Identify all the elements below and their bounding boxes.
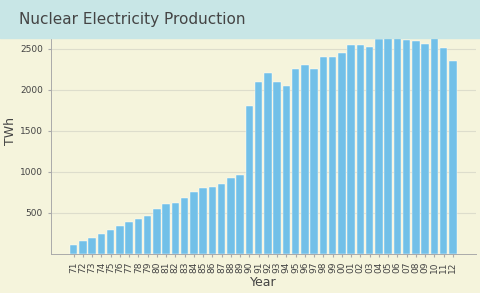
- Bar: [366, 47, 373, 254]
- Bar: [301, 65, 309, 254]
- Bar: [329, 57, 336, 254]
- Bar: [283, 86, 290, 254]
- Bar: [88, 238, 96, 254]
- Bar: [181, 198, 188, 254]
- Bar: [431, 38, 438, 254]
- Bar: [348, 45, 355, 254]
- Bar: [218, 184, 225, 254]
- Bar: [384, 38, 392, 254]
- Bar: [375, 39, 383, 254]
- Text: Nuclear Electricity Production: Nuclear Electricity Production: [19, 11, 246, 27]
- Bar: [190, 192, 198, 254]
- Bar: [153, 209, 160, 254]
- Bar: [449, 61, 456, 254]
- Bar: [209, 187, 216, 254]
- Bar: [70, 245, 77, 254]
- Bar: [79, 241, 86, 254]
- Bar: [162, 204, 170, 254]
- Bar: [421, 44, 429, 254]
- Bar: [357, 45, 364, 254]
- Bar: [311, 69, 318, 254]
- Bar: [144, 216, 151, 254]
- Y-axis label: TWh: TWh: [4, 117, 17, 145]
- Bar: [227, 178, 235, 254]
- Bar: [440, 48, 447, 254]
- Bar: [394, 35, 401, 254]
- Bar: [236, 175, 244, 254]
- Bar: [264, 73, 272, 254]
- Bar: [97, 234, 105, 254]
- Bar: [338, 53, 346, 254]
- Bar: [116, 226, 123, 254]
- Bar: [125, 222, 133, 254]
- Bar: [403, 40, 410, 254]
- X-axis label: Year: Year: [250, 276, 276, 289]
- Bar: [255, 81, 262, 254]
- Bar: [412, 41, 420, 254]
- Bar: [107, 230, 114, 254]
- Bar: [274, 81, 281, 254]
- Bar: [172, 203, 179, 254]
- Bar: [135, 219, 142, 254]
- Bar: [199, 188, 207, 254]
- Bar: [292, 69, 299, 254]
- Bar: [246, 106, 253, 254]
- Bar: [320, 57, 327, 254]
